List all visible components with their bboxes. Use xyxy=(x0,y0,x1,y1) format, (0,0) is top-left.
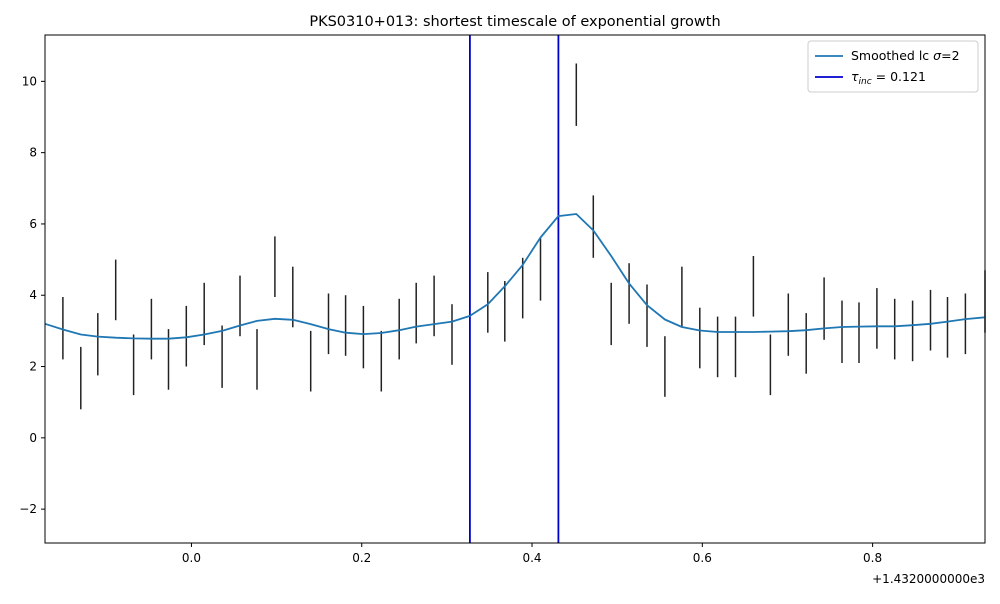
smoothed-lc-line xyxy=(44,213,986,340)
x-offset-label: +1.4320000000e3 xyxy=(872,572,985,586)
x-tick-label: 0.8 xyxy=(863,551,882,565)
y-tick-label: −2 xyxy=(19,502,37,516)
legend-label-smoothed: Smoothed lc σ=2 xyxy=(851,48,960,63)
y-axis: −2 0 2 4 6 8 10 xyxy=(19,74,45,516)
legend-box xyxy=(807,40,979,93)
legend-label-tau: τinc = 0.121 xyxy=(851,69,926,87)
x-axis: 0.0 0.2 0.4 0.6 0.8 xyxy=(182,543,882,565)
plot-frame xyxy=(44,34,986,544)
legend-label-tau-symbol: τ xyxy=(851,69,859,84)
legend-label-smoothed-suffix: =2 xyxy=(941,48,959,63)
chart-title: PKS0310+013: shortest timescale of expon… xyxy=(309,14,720,30)
legend-label-smoothed-sigma: σ xyxy=(933,48,942,63)
legend-label-smoothed-prefix: Smoothed lc xyxy=(851,48,933,63)
y-tick-label: 6 xyxy=(29,217,37,231)
x-tick-label: 0.2 xyxy=(352,551,371,565)
y-tick-label: 8 xyxy=(29,146,37,160)
x-tick-label: 0.6 xyxy=(693,551,712,565)
legend: Smoothed lc σ=2 τinc = 0.121 xyxy=(807,40,979,93)
y-tick-label: 2 xyxy=(29,360,37,374)
legend-label-tau-rest: = 0.121 xyxy=(872,69,926,84)
y-tick-label: 0 xyxy=(29,431,37,445)
x-tick-label: 0.0 xyxy=(182,551,201,565)
plot-marks xyxy=(44,35,986,543)
legend-label-tau-subscript: inc xyxy=(859,77,872,87)
x-tick-label: 0.4 xyxy=(522,551,541,565)
y-tick-label: 10 xyxy=(22,74,37,88)
y-tick-label: 4 xyxy=(29,288,37,302)
